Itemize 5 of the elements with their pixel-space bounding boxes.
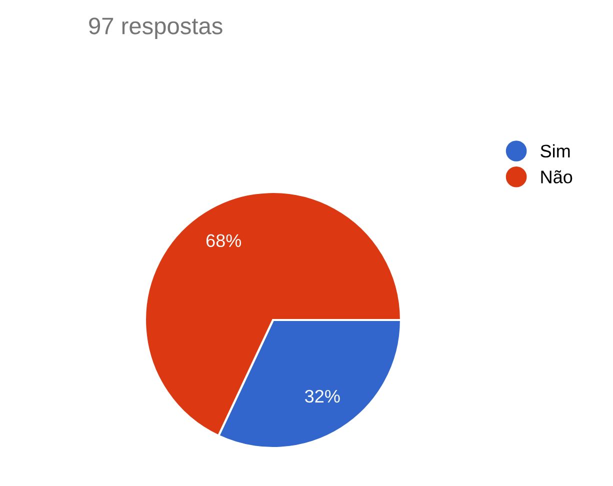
data-label: 32%	[305, 390, 340, 403]
chart-title: 97 respostas	[89, 18, 222, 40]
legend-label: Não	[541, 170, 572, 184]
legend-label: Sim	[540, 144, 570, 158]
data-label: 68%	[206, 234, 242, 248]
